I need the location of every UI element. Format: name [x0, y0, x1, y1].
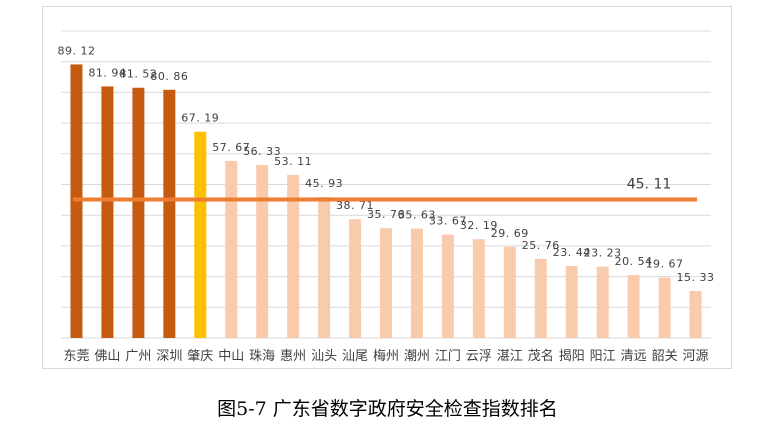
value-label: 35. 63 [398, 209, 436, 222]
category-label: 肇庆 [187, 349, 213, 364]
category-label: 梅州 [373, 349, 399, 364]
value-label: 81. 52 [119, 68, 157, 81]
category-label: 广州 [125, 349, 151, 364]
category-label: 江门 [435, 349, 461, 364]
value-label: 25. 76 [522, 239, 560, 252]
bar [101, 86, 114, 338]
bar [689, 290, 702, 338]
category-label: 阳江 [590, 349, 616, 364]
value-label: 23. 23 [584, 247, 622, 260]
bar [503, 246, 516, 338]
category-label: 东莞 [63, 349, 89, 364]
value-label: 80. 86 [150, 70, 188, 83]
reference-line-group: 45. 11 [73, 177, 697, 202]
bar [410, 228, 423, 338]
category-label: 中山 [218, 349, 244, 364]
bar [565, 266, 578, 338]
category-label: 汕尾 [342, 349, 368, 364]
bar [596, 266, 609, 338]
figure-caption: 图5-7 广东省数字政府安全检查指数排名 [217, 398, 558, 420]
value-label: 20. 54 [615, 255, 653, 268]
value-label: 33. 67 [429, 215, 467, 228]
bar [627, 274, 640, 338]
bar [225, 160, 238, 338]
category-label: 深圳 [156, 349, 182, 364]
category-label: 佛山 [94, 349, 120, 364]
value-label: 32. 19 [460, 219, 498, 232]
bar [349, 219, 362, 338]
bar [658, 277, 671, 338]
value-label: 35. 76 [367, 208, 405, 221]
bar [534, 258, 547, 338]
category-label: 韶关 [652, 348, 678, 364]
category-label: 河源 [683, 349, 709, 364]
value-label: 45. 93 [305, 177, 343, 190]
value-label: 53. 11 [274, 155, 312, 168]
bar [472, 239, 485, 338]
category-label: 茂名 [528, 348, 554, 364]
value-label: 15. 33 [677, 271, 715, 284]
value-label: 67. 19 [181, 112, 219, 125]
category-labels: 东莞 佛山 广州 深圳 肇庆 中山 珠海 惠州 汕头 汕尾 梅州 潮州 江门 云浮 湛江 茂名 揭阳 阳江 清远 韶关… [63, 348, 708, 364]
category-label: 珠海 [249, 349, 275, 364]
value-label: 81. 94 [88, 66, 126, 79]
category-label: 云浮 [466, 349, 492, 364]
bar [256, 165, 269, 338]
bar [194, 131, 207, 338]
bar [380, 228, 392, 338]
bar [441, 234, 454, 338]
chart-frame: 89. 12 81. 94 81. 52 80. 86 67. 19 57. 67 56. … [42, 6, 732, 369]
category-label: 湛江 [497, 349, 523, 364]
category-label: 汕头 [311, 349, 337, 364]
value-label: 56. 33 [243, 145, 281, 158]
value-label: 57. 67 [212, 141, 250, 154]
value-label: 29. 69 [491, 227, 529, 240]
value-label: 38. 71 [336, 199, 374, 212]
bar [287, 174, 300, 338]
value-label: 89. 12 [57, 44, 95, 57]
value-label: 19. 67 [646, 258, 684, 271]
bar [163, 89, 176, 339]
bar [318, 196, 331, 338]
value-label: 23. 44 [553, 246, 591, 259]
category-label: 揭阳 [559, 349, 585, 364]
bar [132, 87, 145, 338]
category-label: 惠州 [280, 349, 306, 364]
category-label: 潮州 [404, 349, 430, 364]
category-label: 清远 [621, 349, 647, 364]
reference-line-label: 45. 11 [627, 177, 672, 193]
